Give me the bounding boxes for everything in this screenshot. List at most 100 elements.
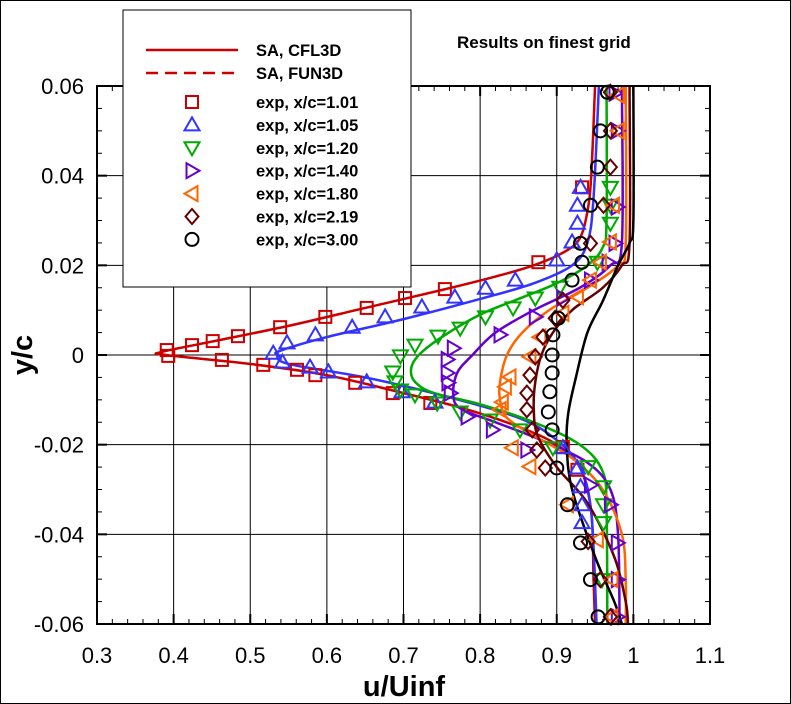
exp-point-triangle-right bbox=[446, 339, 463, 358]
markers bbox=[159, 83, 627, 627]
exp-point-triangle-right bbox=[485, 420, 502, 440]
exp-point-triangle-down bbox=[510, 423, 530, 440]
legend-label: exp, x/c=1.80 bbox=[256, 186, 358, 204]
exp-point-square bbox=[205, 334, 220, 349]
exp-point-square bbox=[161, 348, 176, 363]
exp-point-triangle-up bbox=[568, 213, 587, 230]
y-tick-label: 0.06 bbox=[41, 74, 84, 99]
exp-point-triangle-left bbox=[603, 196, 620, 215]
exp-point-triangle-left bbox=[502, 438, 519, 458]
exp-point-diamond bbox=[547, 309, 564, 328]
exp-point-circle bbox=[589, 159, 605, 175]
exp-point-triangle-up bbox=[300, 357, 320, 374]
exp-point-triangle-up bbox=[568, 195, 587, 212]
exp-point-square bbox=[230, 329, 245, 344]
exp-point-triangle-right bbox=[441, 373, 458, 393]
exp-point-square bbox=[273, 320, 288, 335]
exp-point-triangle-down bbox=[428, 329, 448, 346]
exp-point-circle bbox=[592, 123, 608, 139]
exp-point-triangle-down bbox=[526, 291, 545, 308]
exp-point-triangle-up bbox=[506, 270, 525, 287]
exp-point-triangle-right bbox=[520, 440, 537, 460]
exp-point-triangle-up bbox=[319, 362, 338, 379]
exp-point-triangle-up bbox=[412, 297, 432, 314]
exp-point-diamond bbox=[595, 196, 612, 215]
legend-label: exp, x/c=1.40 bbox=[256, 163, 358, 181]
exp-point-triangle-down bbox=[405, 388, 425, 405]
exp-point-triangle-left bbox=[495, 377, 512, 397]
legend-marker-square-icon bbox=[185, 95, 199, 109]
exp-point-square bbox=[185, 338, 200, 353]
y-tick-label: 0 bbox=[72, 343, 84, 368]
exp-point-circle bbox=[582, 197, 598, 213]
y-axis-title: y/c bbox=[7, 335, 39, 375]
exp-point-triangle-right bbox=[460, 407, 477, 427]
exp-point-triangle-up bbox=[277, 333, 297, 350]
exp-point-triangle-right bbox=[493, 325, 510, 345]
exp-point-diamond bbox=[524, 420, 541, 439]
exp-point-diamond bbox=[519, 384, 535, 403]
exp-point-triangle-down bbox=[450, 321, 470, 338]
exp-point-triangle-down bbox=[578, 460, 598, 477]
exp-point-triangle-left bbox=[520, 457, 537, 476]
x-tick-label: 0.4 bbox=[158, 643, 189, 668]
y-tick-label: 0.04 bbox=[41, 164, 84, 189]
exp-point-triangle-down bbox=[503, 301, 523, 318]
exp-point-triangle-down bbox=[601, 180, 620, 197]
exp-point-triangle-down bbox=[476, 310, 495, 327]
legend-marker-triangle-right-icon bbox=[185, 161, 202, 180]
x-tick-label: 0.7 bbox=[388, 643, 419, 668]
exp-point-triangle-left bbox=[492, 392, 509, 412]
legend-label: SA, FUN3D bbox=[256, 65, 343, 83]
y-tick-label: -0.04 bbox=[34, 522, 84, 547]
exp-point-triangle-left bbox=[587, 530, 604, 549]
exp-point-triangle-down bbox=[594, 516, 613, 533]
exp-point-triangle-left bbox=[580, 270, 597, 290]
exp-point-diamond bbox=[580, 532, 596, 551]
exp-point-triangle-up bbox=[547, 250, 566, 267]
exp-point-triangle-down bbox=[391, 383, 410, 400]
exp-point-triangle-down bbox=[601, 216, 620, 233]
x-tick-label: 1 bbox=[627, 643, 639, 668]
exp-point-diamond bbox=[522, 366, 538, 385]
fun3d-line-circle bbox=[565, 85, 635, 625]
exp-point-triangle-up bbox=[571, 177, 590, 194]
legend-label: exp, x/c=1.20 bbox=[256, 140, 358, 158]
exp-point-square bbox=[256, 357, 271, 372]
exp-point-circle bbox=[559, 497, 575, 513]
exp-point-diamond bbox=[527, 347, 544, 366]
exp-point-triangle-up bbox=[476, 278, 495, 295]
exp-point-circle bbox=[582, 572, 598, 588]
fun3d-line-diamond bbox=[532, 85, 632, 625]
exp-point-triangle-right bbox=[440, 350, 457, 369]
exp-point-triangle-down bbox=[385, 375, 405, 392]
exp-point-diamond bbox=[537, 458, 554, 478]
legend-label: exp, x/c=3.00 bbox=[256, 231, 358, 249]
exp-point-triangle-left bbox=[602, 570, 619, 589]
exp-point-triangle-up bbox=[392, 382, 412, 399]
exp-point-triangle-right bbox=[583, 475, 600, 495]
exp-point-triangle-up bbox=[568, 458, 587, 475]
exp-point-diamond bbox=[529, 441, 545, 460]
exp-point-triangle-left bbox=[590, 252, 607, 272]
cfl3d-line-triangle-down bbox=[409, 85, 609, 625]
exp-point-triangle-up bbox=[553, 438, 573, 455]
exp-point-circle bbox=[545, 327, 561, 343]
exp-point-triangle-right bbox=[608, 83, 625, 103]
legend: SA, CFL3D SA, FUN3D exp, x/c=1.01 exp, x/c=… bbox=[122, 9, 412, 288]
exp-point-triangle-down bbox=[405, 338, 425, 355]
exp-point-triangle-right bbox=[603, 495, 620, 514]
exp-point-triangle-right bbox=[440, 363, 457, 383]
exp-point-triangle-left bbox=[608, 121, 625, 141]
exp-point-square bbox=[359, 300, 374, 315]
exp-point-triangle-up bbox=[572, 513, 592, 530]
x-axis-title: u/Uinf bbox=[363, 671, 445, 703]
exp-point-circle bbox=[544, 347, 560, 363]
legend-marker-triangle-left-icon bbox=[182, 184, 199, 203]
exp-point-triangle-right bbox=[601, 252, 618, 272]
fun3d-line-triangle-up bbox=[274, 85, 600, 625]
exp-point-circle bbox=[540, 404, 556, 420]
exp-point-square bbox=[214, 352, 229, 367]
axis-ticks: 0.3 0.4 0.5 0.6 0.7 0.8 0.9 1 1.1 0.06 0.04 0.02 0 -0… bbox=[34, 74, 725, 668]
exp-point-triangle-up bbox=[342, 317, 362, 334]
